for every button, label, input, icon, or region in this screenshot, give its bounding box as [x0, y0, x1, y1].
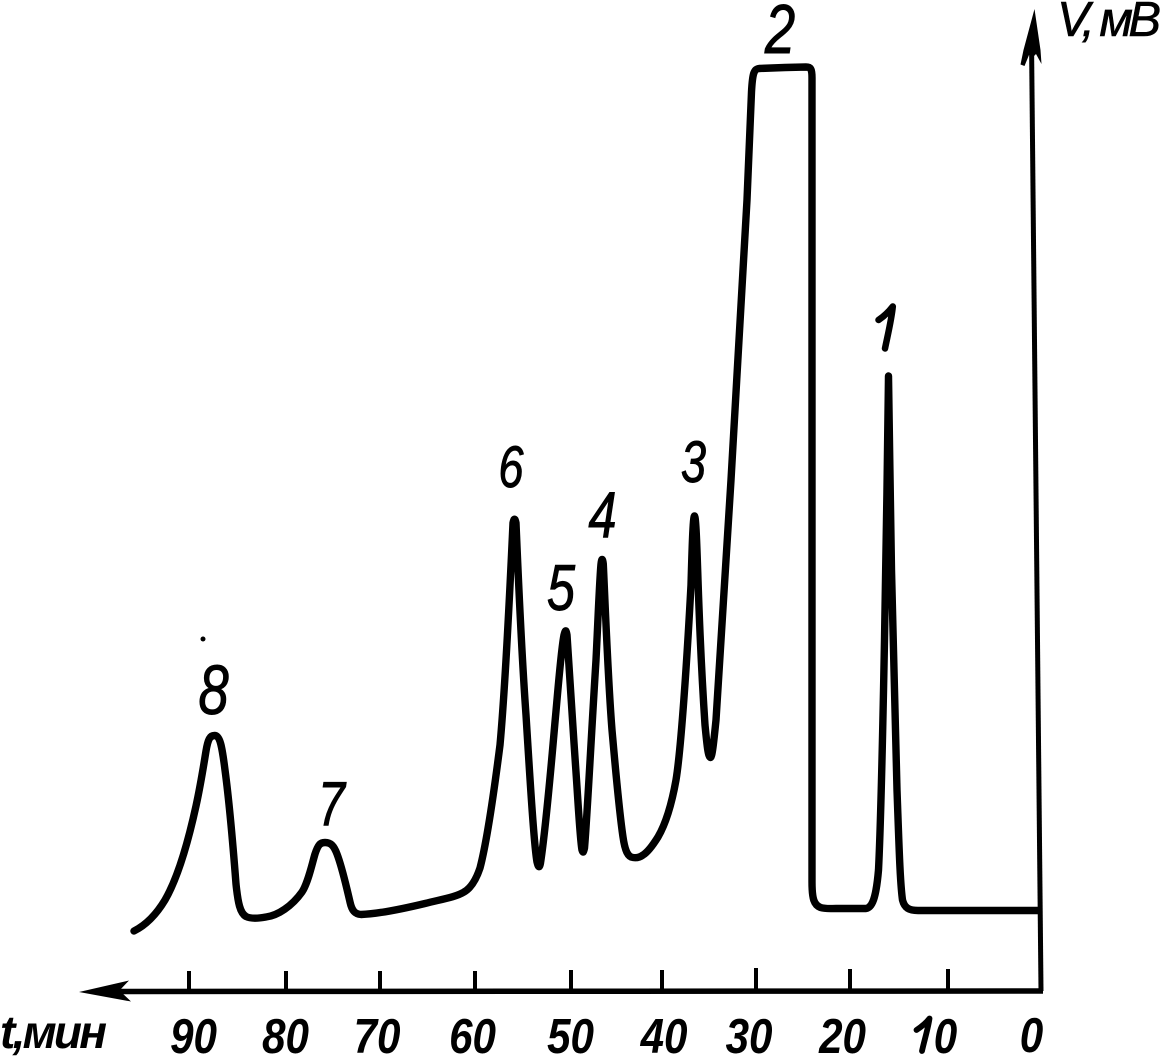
svg-text:0: 0 [934, 1009, 957, 1061]
svg-text:V, мВ: V, мВ [1057, 0, 1161, 47]
svg-text:t,мин: t,мин [0, 1006, 107, 1058]
svg-text:7: 7 [318, 769, 347, 838]
svg-text:60: 60 [449, 1009, 496, 1061]
svg-text:8: 8 [198, 652, 228, 730]
svg-text:80: 80 [262, 1009, 309, 1061]
svg-text:50: 50 [547, 1009, 594, 1061]
svg-text:30: 30 [726, 1009, 773, 1061]
svg-text:3: 3 [681, 431, 706, 496]
svg-text:90: 90 [170, 1009, 217, 1061]
svg-text:70: 70 [354, 1009, 401, 1061]
svg-text:0: 0 [1020, 1008, 1043, 1061]
svg-text:4: 4 [588, 479, 616, 551]
svg-text:40: 40 [640, 1009, 688, 1061]
svg-text:6: 6 [498, 436, 523, 501]
svg-text:2: 2 [764, 0, 795, 69]
svg-text:20: 20 [818, 1009, 866, 1061]
svg-text:5: 5 [547, 552, 576, 624]
